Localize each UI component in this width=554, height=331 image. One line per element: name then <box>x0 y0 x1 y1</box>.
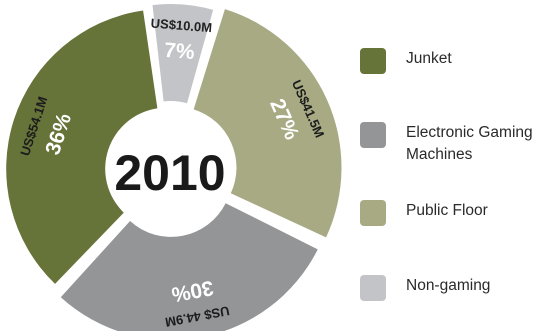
legend-item-junket: Junket <box>360 48 452 74</box>
legend-swatch <box>360 275 386 301</box>
legend-label: Non-gaming <box>406 275 490 297</box>
slice-percent-label: 7% <box>163 39 195 64</box>
legend-label: Public Floor <box>406 200 488 222</box>
legend-item-electronic-gaming-machines: Electronic Gaming Machines <box>360 122 533 166</box>
legend-item-public-floor: Public Floor <box>360 200 488 226</box>
legend-item-non-gaming: Non-gaming <box>360 275 490 301</box>
legend-label: Junket <box>406 48 452 70</box>
legend-swatch <box>360 122 386 148</box>
center-year-label: 2010 <box>114 145 225 201</box>
legend-swatch <box>360 200 386 226</box>
legend-label: Electronic Gaming Machines <box>406 122 533 166</box>
legend-swatch <box>360 48 386 74</box>
